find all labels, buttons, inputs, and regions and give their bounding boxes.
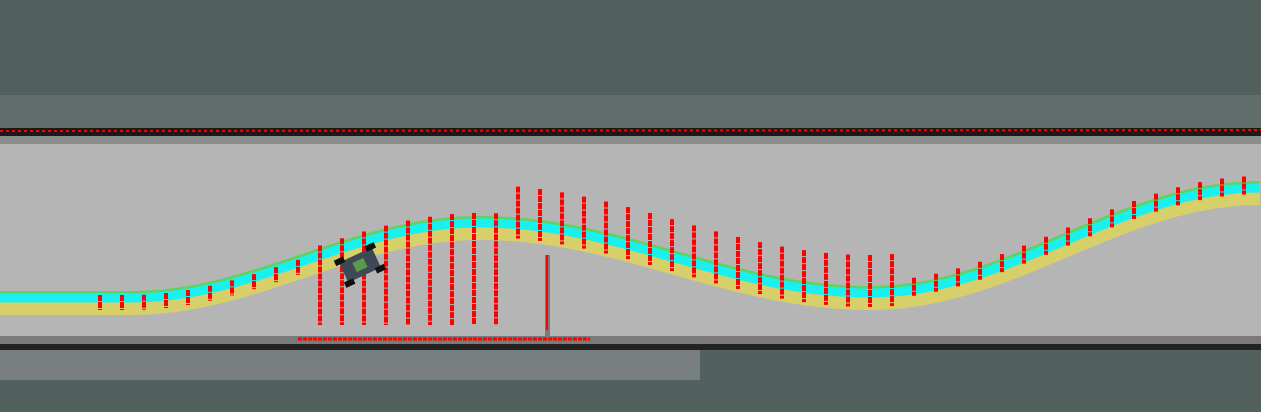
wheel <box>374 263 387 274</box>
robot-top <box>352 257 368 273</box>
robot <box>333 242 387 288</box>
noise-band <box>0 95 1261 130</box>
wheel <box>343 278 356 288</box>
wheel <box>364 242 377 252</box>
top-wall-edge <box>0 136 1261 144</box>
scan-wall <box>0 129 1261 132</box>
bottom-noise <box>0 350 700 380</box>
bottom-wall <box>0 344 1261 350</box>
wheel <box>333 256 346 267</box>
laser-scans <box>0 129 1261 341</box>
top-wall <box>0 128 1261 136</box>
